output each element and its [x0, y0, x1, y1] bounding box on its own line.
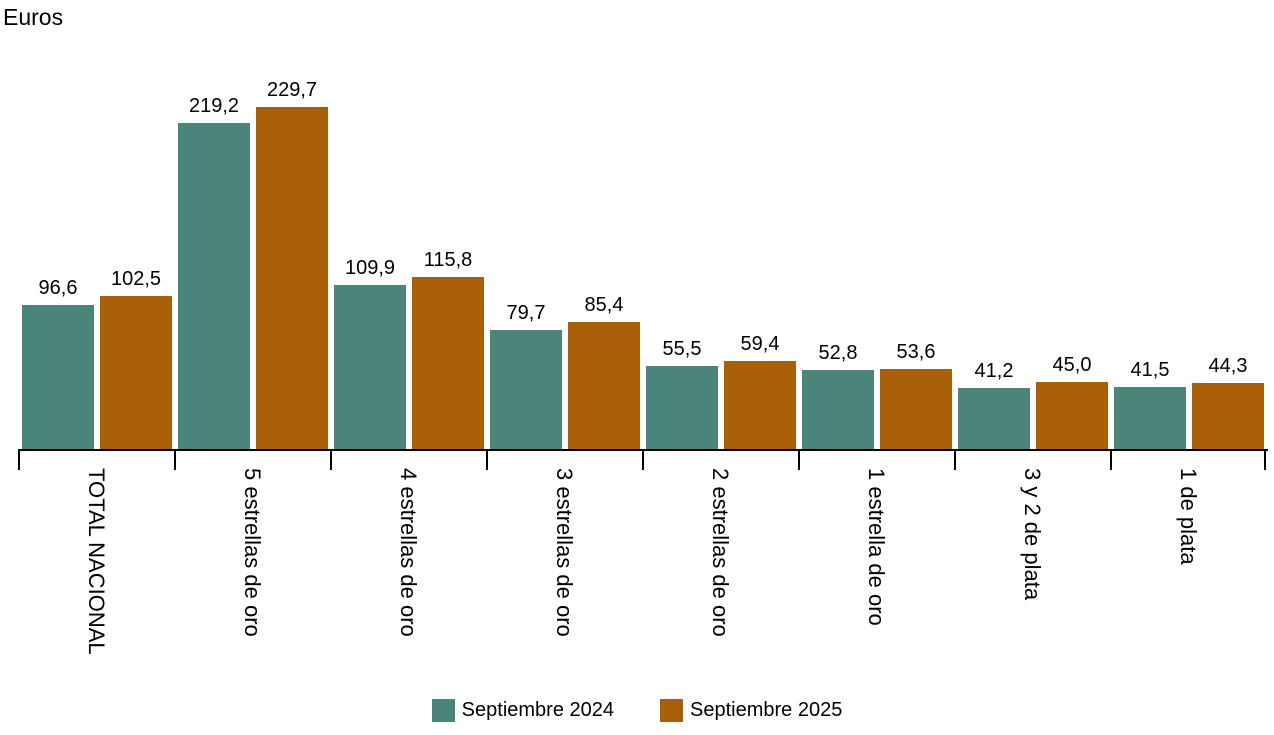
- bar-septiembre-2024-total-nacional: [22, 305, 94, 449]
- bar-value-septiembre-2024-1-de-plata: 41,5: [1130, 359, 1170, 381]
- bar-value-septiembre-2025-2-estrellas-de-oro: 59,4: [740, 333, 780, 355]
- legend: Septiembre 2024 Septiembre 2025: [0, 699, 1274, 722]
- x-axis-label-2-estrellas-de-oro: 2 estrellas de oro: [708, 468, 733, 637]
- x-axis-label-4-estrellas-de-oro: 4 estrellas de oro: [396, 468, 421, 637]
- x-axis-tick: [330, 449, 332, 470]
- bar-value-septiembre-2024-4-estrellas-de-oro: 109,9: [344, 257, 396, 279]
- bar-value-septiembre-2025-3-y-2-de-plata: 45,0: [1052, 354, 1092, 376]
- bar-septiembre-2024-1-estrella-de-oro: [802, 370, 874, 449]
- legend-item-septiembre-2024: Septiembre 2024: [431, 699, 614, 722]
- bar-value-septiembre-2024-2-estrellas-de-oro: 55,5: [662, 338, 702, 360]
- x-axis-tick: [954, 449, 956, 470]
- x-axis-label-5-estrellas-de-oro: 5 estrellas de oro: [240, 468, 265, 637]
- bar-septiembre-2024-3-estrellas-de-oro: [490, 330, 562, 449]
- bar-septiembre-2025-5-estrellas-de-oro: [256, 107, 328, 449]
- bar-value-septiembre-2025-1-estrella-de-oro: 53,6: [896, 341, 936, 363]
- legend-item-septiembre-2025: Septiembre 2025: [660, 699, 842, 722]
- bar-septiembre-2024-3-y-2-de-plata: [958, 388, 1030, 449]
- x-axis-tick: [486, 449, 488, 470]
- legend-label-septiembre-2025: Septiembre 2025: [690, 699, 843, 721]
- bar-septiembre-2024-1-de-plata: [1114, 387, 1186, 449]
- chart-title: Euros: [3, 4, 64, 30]
- x-axis-tick: [174, 449, 176, 470]
- x-axis-label-1-estrella-de-oro: 1 estrella de oro: [864, 468, 889, 626]
- bar-value-septiembre-2024-5-estrellas-de-oro: 219,2: [188, 95, 240, 117]
- bar-value-septiembre-2024-1-estrella-de-oro: 52,8: [818, 342, 858, 364]
- x-axis-tick: [1110, 449, 1112, 470]
- legend-swatch-septiembre-2024: [431, 699, 455, 722]
- bar-septiembre-2025-4-estrellas-de-oro: [412, 277, 484, 449]
- bar-value-septiembre-2025-3-estrellas-de-oro: 85,4: [584, 294, 624, 316]
- bar-value-septiembre-2025-1-de-plata: 44,3: [1208, 355, 1248, 377]
- bar-septiembre-2024-5-estrellas-de-oro: [178, 123, 250, 449]
- bar-value-septiembre-2025-5-estrellas-de-oro: 229,7: [266, 79, 318, 101]
- x-axis-tick: [1264, 449, 1266, 470]
- bar-septiembre-2025-3-estrellas-de-oro: [568, 322, 640, 449]
- x-axis-tick: [18, 449, 20, 470]
- bar-septiembre-2025-1-estrella-de-oro: [880, 369, 952, 449]
- bar-septiembre-2025-3-y-2-de-plata: [1036, 382, 1108, 449]
- bar-value-septiembre-2024-3-estrellas-de-oro: 79,7: [506, 302, 546, 324]
- x-axis-label-1-de-plata: 1 de plata: [1176, 468, 1201, 565]
- x-axis-tick: [798, 449, 800, 470]
- x-axis-label-total-nacional: TOTAL NACIONAL: [84, 468, 109, 655]
- x-axis-tick: [642, 449, 644, 470]
- bar-value-septiembre-2024-total-nacional: 96,6: [38, 277, 78, 299]
- bar-septiembre-2024-4-estrellas-de-oro: [334, 285, 406, 449]
- bar-value-septiembre-2025-4-estrellas-de-oro: 115,8: [423, 249, 473, 271]
- bar-value-septiembre-2025-total-nacional: 102,5: [110, 268, 162, 290]
- x-axis-label-3-estrellas-de-oro: 3 estrellas de oro: [552, 468, 577, 637]
- bar-septiembre-2025-1-de-plata: [1192, 383, 1264, 449]
- bar-septiembre-2025-total-nacional: [100, 296, 172, 449]
- bar-septiembre-2024-2-estrellas-de-oro: [646, 366, 718, 449]
- x-axis-label-3-y-2-de-plata: 3 y 2 de plata: [1020, 468, 1045, 601]
- bar-septiembre-2025-2-estrellas-de-oro: [724, 361, 796, 449]
- legend-label-septiembre-2024: Septiembre 2024: [461, 699, 614, 721]
- legend-swatch-septiembre-2025: [660, 699, 683, 722]
- bar-value-septiembre-2024-3-y-2-de-plata: 41,2: [974, 360, 1014, 382]
